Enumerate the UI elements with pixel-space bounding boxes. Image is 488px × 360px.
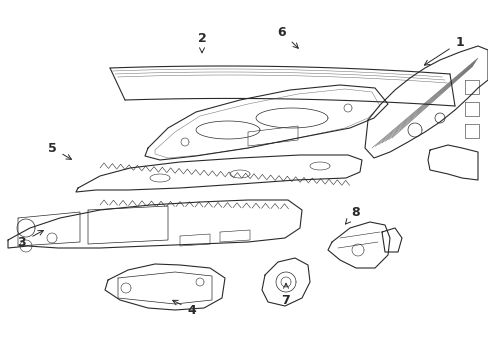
Text: 2: 2 [197, 32, 206, 53]
Text: 6: 6 [277, 26, 298, 48]
Text: 1: 1 [424, 36, 464, 65]
Text: 8: 8 [345, 206, 360, 224]
Text: 7: 7 [281, 283, 290, 306]
Text: 3: 3 [18, 230, 43, 248]
Text: 5: 5 [47, 141, 71, 159]
Text: 4: 4 [172, 300, 196, 316]
